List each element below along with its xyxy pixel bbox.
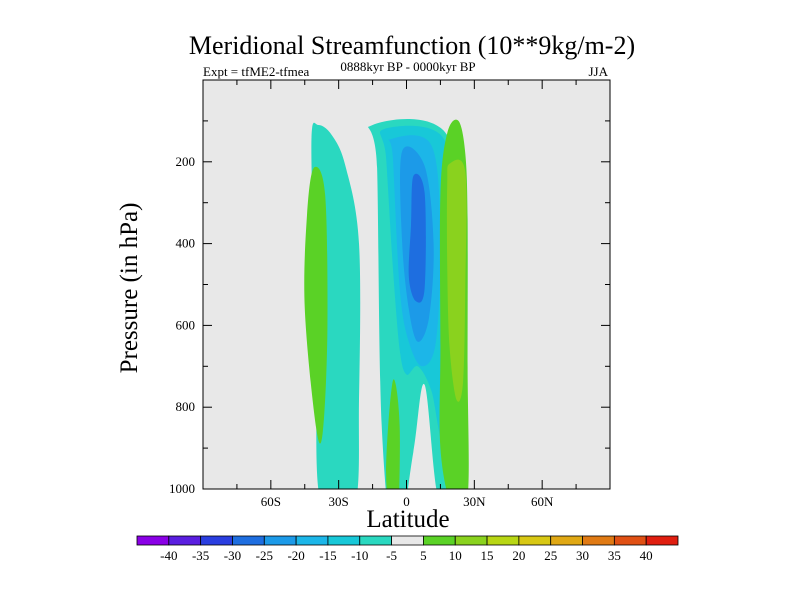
experiment-label: Expt = tfME2-tfmea [203,64,309,79]
contour-green-band-far-left [304,166,328,444]
colorbar: -40 -35 -30 -25 -20 -15 -10 -5 5 10 15 20 25 30 35 40 [136,535,679,563]
colorbar-label: -40 [160,548,177,563]
colorbar-box [613,535,647,546]
colorbar-box [232,535,265,546]
colorbar-box [582,535,615,546]
colorbar-box [423,535,456,546]
x-axis: 60S 30S 0 30N 60N [236,80,577,509]
colorbar-label: -30 [224,548,241,563]
colorbar-label: 15 [481,548,494,563]
y-tick-label: 600 [176,317,196,332]
colorbar-box [359,535,392,546]
colorbar-box [200,535,233,546]
y-axis: 200 400 600 800 1000 [169,120,610,496]
colorbar-box [454,535,488,546]
colorbar-box [518,535,552,546]
colorbar-label: 30 [576,548,589,563]
period-label: 0888kyr BP - 0000kyr BP [340,59,475,74]
y-tick-label: 1000 [169,481,195,496]
colorbar-box [168,535,202,546]
y-tick-label: 400 [176,236,196,251]
colorbar-box [391,535,424,546]
colorbar-box [295,535,329,546]
colorbar-label: 5 [420,548,427,563]
colorbar-label: 20 [512,548,525,563]
colorbar-label: -5 [386,548,397,563]
y-tick-label: 800 [176,399,196,414]
colorbar-label: -25 [256,548,273,563]
y-axis-label: Pressure (in hPa) [116,203,143,374]
colorbar-label: -15 [319,548,336,563]
colorbar-label: -35 [192,548,209,563]
colorbar-label: -10 [351,548,368,563]
x-tick-label: 0 [403,494,410,509]
x-axis-label: Latitude [366,506,449,533]
x-tick-label: 30N [463,494,486,509]
colorbar-label: 35 [608,548,621,563]
colorbar-box [136,535,170,546]
contour-blue-core-inner [408,173,426,303]
colorbar-label: 10 [449,548,462,563]
contour-green-band-small [386,379,400,489]
colorbar-box [263,535,297,546]
colorbar-label: 25 [544,548,557,563]
chart-title: Meridional Streamfunction (10**9kg/m-2) [189,31,635,60]
colorbar-label: 40 [640,548,653,563]
season-label: JJA [588,64,608,79]
x-tick-label: 30S [329,494,349,509]
contour-layer [304,118,469,489]
colorbar-box [645,535,679,546]
colorbar-box [486,535,520,546]
colorbar-box [550,535,583,546]
colorbar-box [327,535,361,546]
x-tick-label: 60S [261,494,281,509]
colorbar-label: -20 [287,548,304,563]
y-tick-label: 200 [176,154,196,169]
x-tick-label: 60N [531,494,554,509]
contour-lime-band-right [446,159,467,402]
